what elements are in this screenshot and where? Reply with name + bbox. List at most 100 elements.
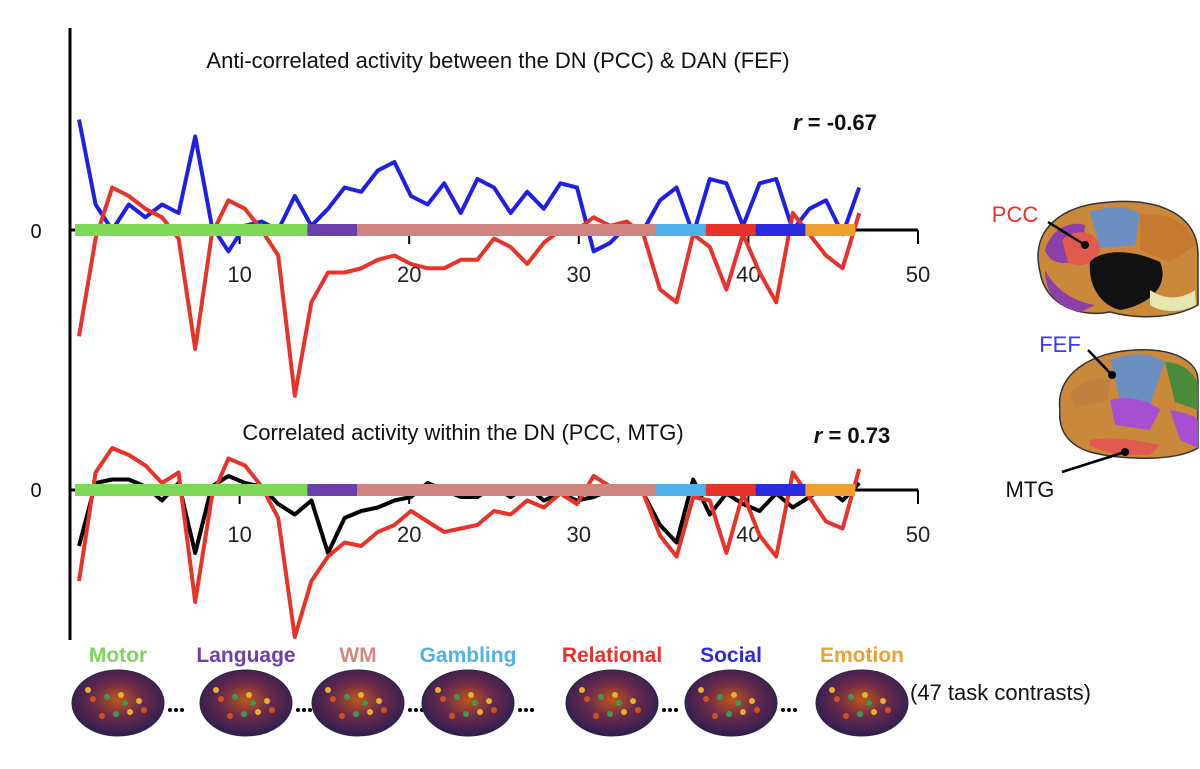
task-brain-blob bbox=[122, 700, 128, 706]
task-brain-blob bbox=[726, 711, 732, 717]
task-brain-blob bbox=[246, 692, 252, 698]
task-brain-blob bbox=[630, 698, 636, 704]
task-brain-blob bbox=[99, 713, 105, 719]
task-brain-blob bbox=[255, 709, 261, 715]
task-brain-blob bbox=[885, 707, 891, 713]
panel-title-top: Anti-correlated activity between the DN … bbox=[206, 48, 789, 73]
connector-dot bbox=[518, 708, 522, 712]
x-tick-label-top: 10 bbox=[227, 262, 251, 287]
legend-motor: Motor bbox=[89, 644, 147, 667]
task-brain-blob bbox=[362, 700, 368, 706]
task-brain-0 bbox=[71, 669, 165, 737]
legend-emotion: Emotion bbox=[820, 644, 904, 667]
task-brain-5 bbox=[684, 669, 778, 737]
connector-dot bbox=[296, 708, 300, 712]
legend-gambling: Gambling bbox=[420, 644, 517, 667]
task-brain-blob bbox=[616, 700, 622, 706]
plot-marks-bottom: 10 20 30 40 50 bbox=[70, 446, 930, 639]
task-brain-blob bbox=[227, 713, 233, 719]
task-brain-blob bbox=[376, 698, 382, 704]
task-brain-blob bbox=[468, 692, 474, 698]
task-brain-blob bbox=[358, 692, 364, 698]
series-line-top-1 bbox=[77, 185, 862, 398]
panel-title-bottom: Correlated activity within the DN (PCC, … bbox=[242, 420, 683, 445]
mtg-label: MTG bbox=[1006, 477, 1055, 502]
connector-dot bbox=[180, 708, 184, 712]
brain-lateral-view bbox=[1058, 349, 1199, 460]
connector-dot bbox=[408, 708, 412, 712]
task-brain-blob bbox=[136, 698, 142, 704]
connector-dot bbox=[174, 708, 178, 712]
task-brain-blob bbox=[848, 694, 854, 700]
task-brain-blob bbox=[330, 696, 336, 702]
category-band-gambling-bottom bbox=[656, 484, 706, 496]
x-tick-label-bottom: 30 bbox=[567, 522, 591, 547]
x-tick-label-top: 30 bbox=[567, 262, 591, 287]
task-brain-blob bbox=[579, 687, 585, 693]
legend-language: Language bbox=[196, 644, 295, 667]
task-brain-2 bbox=[311, 669, 405, 737]
task-brain-blob bbox=[463, 711, 469, 717]
x-tick-label-bottom: 10 bbox=[227, 522, 251, 547]
task-brain-6 bbox=[815, 669, 909, 737]
category-band-social-top bbox=[755, 224, 806, 236]
task-brain-blob bbox=[440, 696, 446, 702]
task-brain-blob bbox=[241, 711, 247, 717]
connector-dot bbox=[793, 708, 797, 712]
task-brain-blob bbox=[635, 707, 641, 713]
task-brain-thumbnails bbox=[71, 669, 909, 737]
task-brain-blob bbox=[717, 694, 723, 700]
task-brain-blob bbox=[339, 713, 345, 719]
task-brain-blob bbox=[477, 709, 483, 715]
legend-relational: Relational bbox=[562, 644, 662, 667]
category-band-social-bottom bbox=[755, 484, 806, 496]
task-brain-blob bbox=[127, 709, 133, 715]
task-brain-blob bbox=[344, 694, 350, 700]
task-brain-blob bbox=[749, 698, 755, 704]
task-brain-blob bbox=[829, 687, 835, 693]
task-brain-blob bbox=[353, 711, 359, 717]
task-brain-blob bbox=[598, 694, 604, 700]
task-brain-blob bbox=[621, 709, 627, 715]
connector-dot bbox=[302, 708, 306, 712]
category-band-language-top bbox=[307, 224, 358, 236]
task-brain-blob bbox=[141, 707, 147, 713]
task-brain-blob bbox=[264, 698, 270, 704]
series-line-bottom-1 bbox=[77, 446, 862, 639]
task-brain-blob bbox=[250, 700, 256, 706]
zero-label-bottom: 0 bbox=[30, 480, 41, 502]
task-brain-blob bbox=[880, 698, 886, 704]
fef-marker bbox=[1108, 371, 1116, 379]
connector-dot bbox=[662, 708, 666, 712]
pcc-marker bbox=[1081, 241, 1089, 249]
fef-label: FEF bbox=[1039, 332, 1081, 357]
category-band-wm-bottom bbox=[357, 484, 656, 496]
task-brain-blob bbox=[113, 711, 119, 717]
task-brain-3 bbox=[421, 669, 515, 737]
task-brain-blob bbox=[607, 711, 613, 717]
task-brain-blob bbox=[491, 707, 497, 713]
task-brain-blob bbox=[731, 692, 737, 698]
task-brain-blob bbox=[325, 687, 331, 693]
connector-dot bbox=[414, 708, 418, 712]
pcc-label: PCC bbox=[992, 202, 1039, 227]
connector-dot bbox=[781, 708, 785, 712]
category-band-emotion-top bbox=[805, 224, 856, 236]
mtg-pointer bbox=[1061, 450, 1126, 474]
task-brain-blob bbox=[754, 707, 760, 713]
connector-dot bbox=[668, 708, 672, 712]
task-category-legend: Motor Language WM Gambling Relational Social E… bbox=[89, 644, 904, 667]
category-band-language-bottom bbox=[307, 484, 358, 496]
mtg-marker bbox=[1121, 448, 1129, 456]
r-value-top: r = -0.67 bbox=[793, 110, 877, 135]
zero-label-top: 0 bbox=[30, 221, 41, 243]
task-brain-blob bbox=[90, 696, 96, 702]
task-brain-blob bbox=[862, 692, 868, 698]
task-brain-blob bbox=[367, 709, 373, 715]
task-contrasts-note: (47 task contrasts) bbox=[910, 680, 1091, 705]
task-brain-blob bbox=[740, 709, 746, 715]
pcc-pointer bbox=[1047, 220, 1086, 247]
category-band-emotion-bottom bbox=[805, 484, 856, 496]
task-brain-blob bbox=[584, 696, 590, 702]
category-band-gambling-top bbox=[656, 224, 706, 236]
